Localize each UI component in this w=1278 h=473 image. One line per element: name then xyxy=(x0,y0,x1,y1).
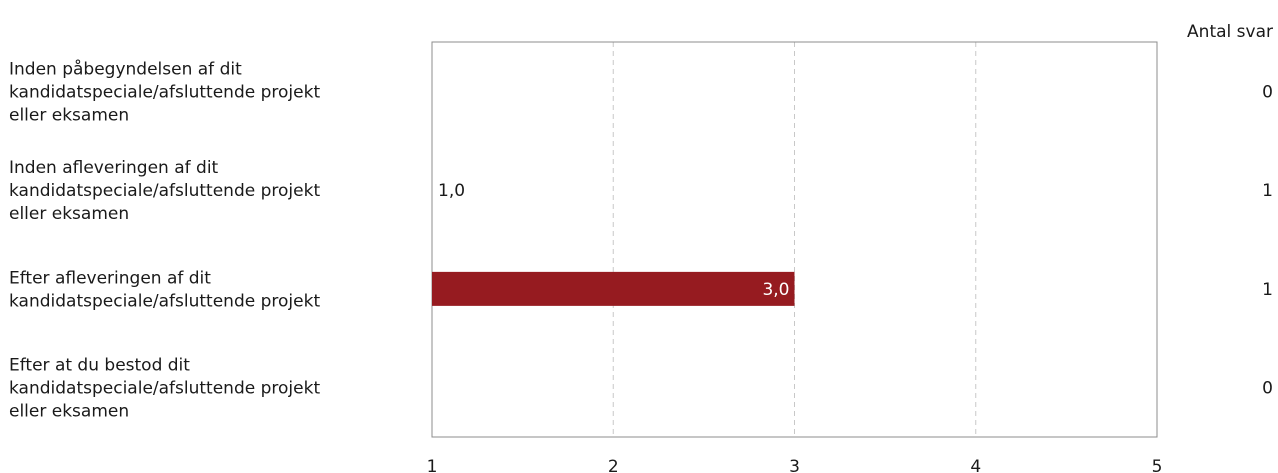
x-tick-label-3: 3 xyxy=(789,457,800,473)
x-tick-label-2: 2 xyxy=(608,457,619,473)
category-label-3: Efter afleveringen af dit kandidatspecial… xyxy=(9,268,320,311)
plot-frame xyxy=(431,41,1158,438)
category-label-line: kandidatspeciale/afsluttende projekt xyxy=(9,379,320,399)
category-label-line: eller eksamen xyxy=(9,402,129,422)
category-label-line: Inden afleveringen af dit xyxy=(9,158,219,178)
category-label-line: Efter afleveringen af dit xyxy=(9,268,211,288)
x-tick-label-5: 5 xyxy=(1152,457,1163,473)
data-label-2: 1,0 xyxy=(438,181,465,201)
category-label-line: kandidatspeciale/afsluttende projekt xyxy=(9,181,320,201)
count-value-1: 0 xyxy=(1262,82,1273,102)
x-tick-label-1: 1 xyxy=(427,457,438,473)
category-label-1: Inden påbegyndelsen af dit kandidatspecia… xyxy=(9,58,320,125)
data-label-3: 3,0 xyxy=(762,280,789,300)
category-label-line: Inden påbegyndelsen af dit xyxy=(9,58,242,79)
category-label-4: Efter at du bestod dit kandidatspeciale/a… xyxy=(9,356,320,422)
category-label-line: eller eksamen xyxy=(9,105,129,125)
category-label-line: Efter at du bestod dit xyxy=(9,356,190,376)
count-value-3: 1 xyxy=(1262,280,1273,300)
category-label-line: kandidatspeciale/afsluttende projekt xyxy=(9,82,320,102)
counts-header: Antal svar xyxy=(1187,22,1273,42)
category-label-line: eller eksamen xyxy=(9,204,129,224)
bar-3 xyxy=(432,271,795,306)
count-value-2: 1 xyxy=(1262,181,1273,201)
category-label-line: kandidatspeciale/afsluttende projekt xyxy=(9,291,320,311)
x-tick-label-4: 4 xyxy=(970,457,981,473)
count-value-4: 0 xyxy=(1262,379,1273,399)
category-label-2: Inden afleveringen af dit kandidatspecial… xyxy=(9,158,320,224)
